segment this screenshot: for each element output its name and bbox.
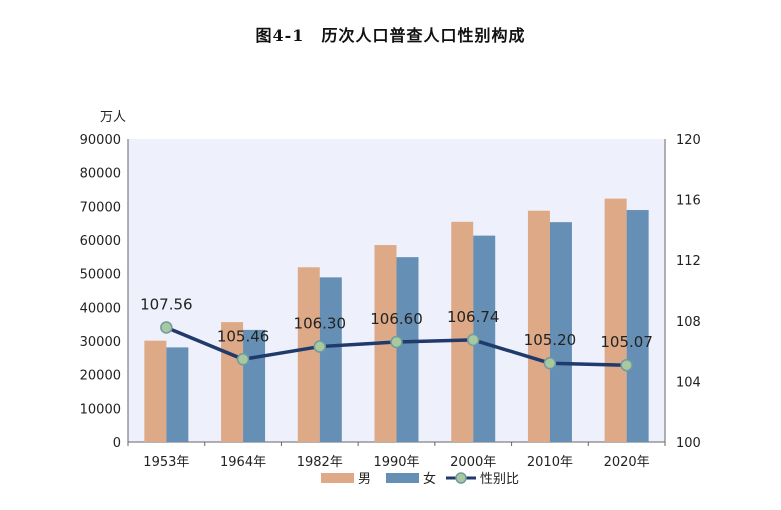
left-tick-label: 90000 — [80, 133, 121, 148]
legend-swatch-male — [321, 473, 354, 483]
left-tick-label: 60000 — [80, 234, 121, 249]
bar-female — [166, 347, 189, 442]
bar-female — [396, 257, 419, 442]
x-tick-label: 2020年 — [604, 455, 650, 470]
x-tick-label: 1953年 — [143, 455, 189, 470]
x-axis-ticks: 1953年 1964年 1982年 1990年 2000年 2010年 2020年 — [127, 442, 666, 470]
sex-ratio-point — [620, 358, 633, 372]
sex-ratio-point — [236, 353, 250, 366]
bars — [144, 198, 649, 442]
x-tick-label: 2000年 — [450, 455, 496, 470]
left-tick-label: 30000 — [80, 335, 121, 350]
x-tick-label: 1964年 — [220, 455, 266, 470]
right-tick-label: 116 — [676, 194, 701, 209]
sex-ratio-point — [160, 321, 173, 334]
sex-ratio-label: 105.20 — [524, 331, 577, 349]
left-tick-label: 50000 — [80, 268, 121, 283]
bar-female — [473, 235, 496, 442]
right-axis-ticks: 100 104 108 112 116 120 — [676, 133, 701, 451]
right-tick-label: 108 — [676, 315, 701, 330]
bar-female — [549, 222, 572, 442]
x-tick-label: 1990年 — [373, 455, 419, 470]
bar-male — [604, 198, 627, 442]
chart-title: 图4-1 历次人口普查人口性别构成 — [255, 26, 526, 45]
left-tick-label: 10000 — [80, 402, 121, 417]
left-tick-label: 0 — [113, 436, 121, 451]
sex-ratio-label: 106.74 — [447, 308, 500, 326]
bar-male — [144, 340, 167, 442]
left-tick-label: 20000 — [80, 369, 121, 384]
sex-ratio-label: 107.56 — [140, 295, 193, 313]
left-tick-label: 80000 — [80, 167, 121, 182]
sex-ratio-label: 106.60 — [370, 310, 423, 328]
left-tick-label: 70000 — [80, 200, 121, 215]
legend-label-female: 女 — [423, 471, 436, 487]
right-tick-label: 120 — [676, 133, 701, 148]
x-tick-label: 2010年 — [527, 455, 573, 470]
bar-female — [319, 277, 342, 442]
right-tick-label: 104 — [676, 375, 701, 390]
bar-female — [243, 329, 266, 442]
right-tick-label: 100 — [676, 436, 701, 451]
left-tick-label: 40000 — [80, 301, 121, 316]
sex-ratio-point — [466, 333, 480, 347]
sex-ratio-point — [543, 356, 557, 370]
legend-label-ratio: 性别比 — [480, 472, 519, 487]
right-tick-label: 112 — [676, 254, 701, 269]
bar-female — [626, 210, 649, 442]
x-tick-label: 1982年 — [297, 455, 343, 470]
legend-marker-ratio — [455, 472, 467, 484]
sex-ratio-label: 106.30 — [294, 315, 347, 333]
sex-ratio-point — [313, 340, 327, 353]
bar-male — [451, 221, 474, 442]
sex-ratio-point — [390, 335, 403, 349]
bar-male — [297, 267, 320, 442]
legend: 男 女 性别比 — [321, 471, 519, 487]
left-axis-ticks: 0 10000 20000 30000 40000 50000 60000 70000 8000… — [80, 133, 121, 451]
sex-ratio-label: 105.07 — [600, 333, 653, 351]
bar-male — [527, 210, 550, 442]
sex-ratio-line: 107.56 105.46 106.30 106.60 106.74 105.20 105.… — [140, 295, 653, 372]
legend-label-male: 男 — [358, 472, 371, 487]
left-axis-unit: 万人 — [100, 110, 126, 125]
legend-swatch-female — [386, 473, 419, 483]
sex-ratio-label: 105.46 — [217, 327, 270, 345]
